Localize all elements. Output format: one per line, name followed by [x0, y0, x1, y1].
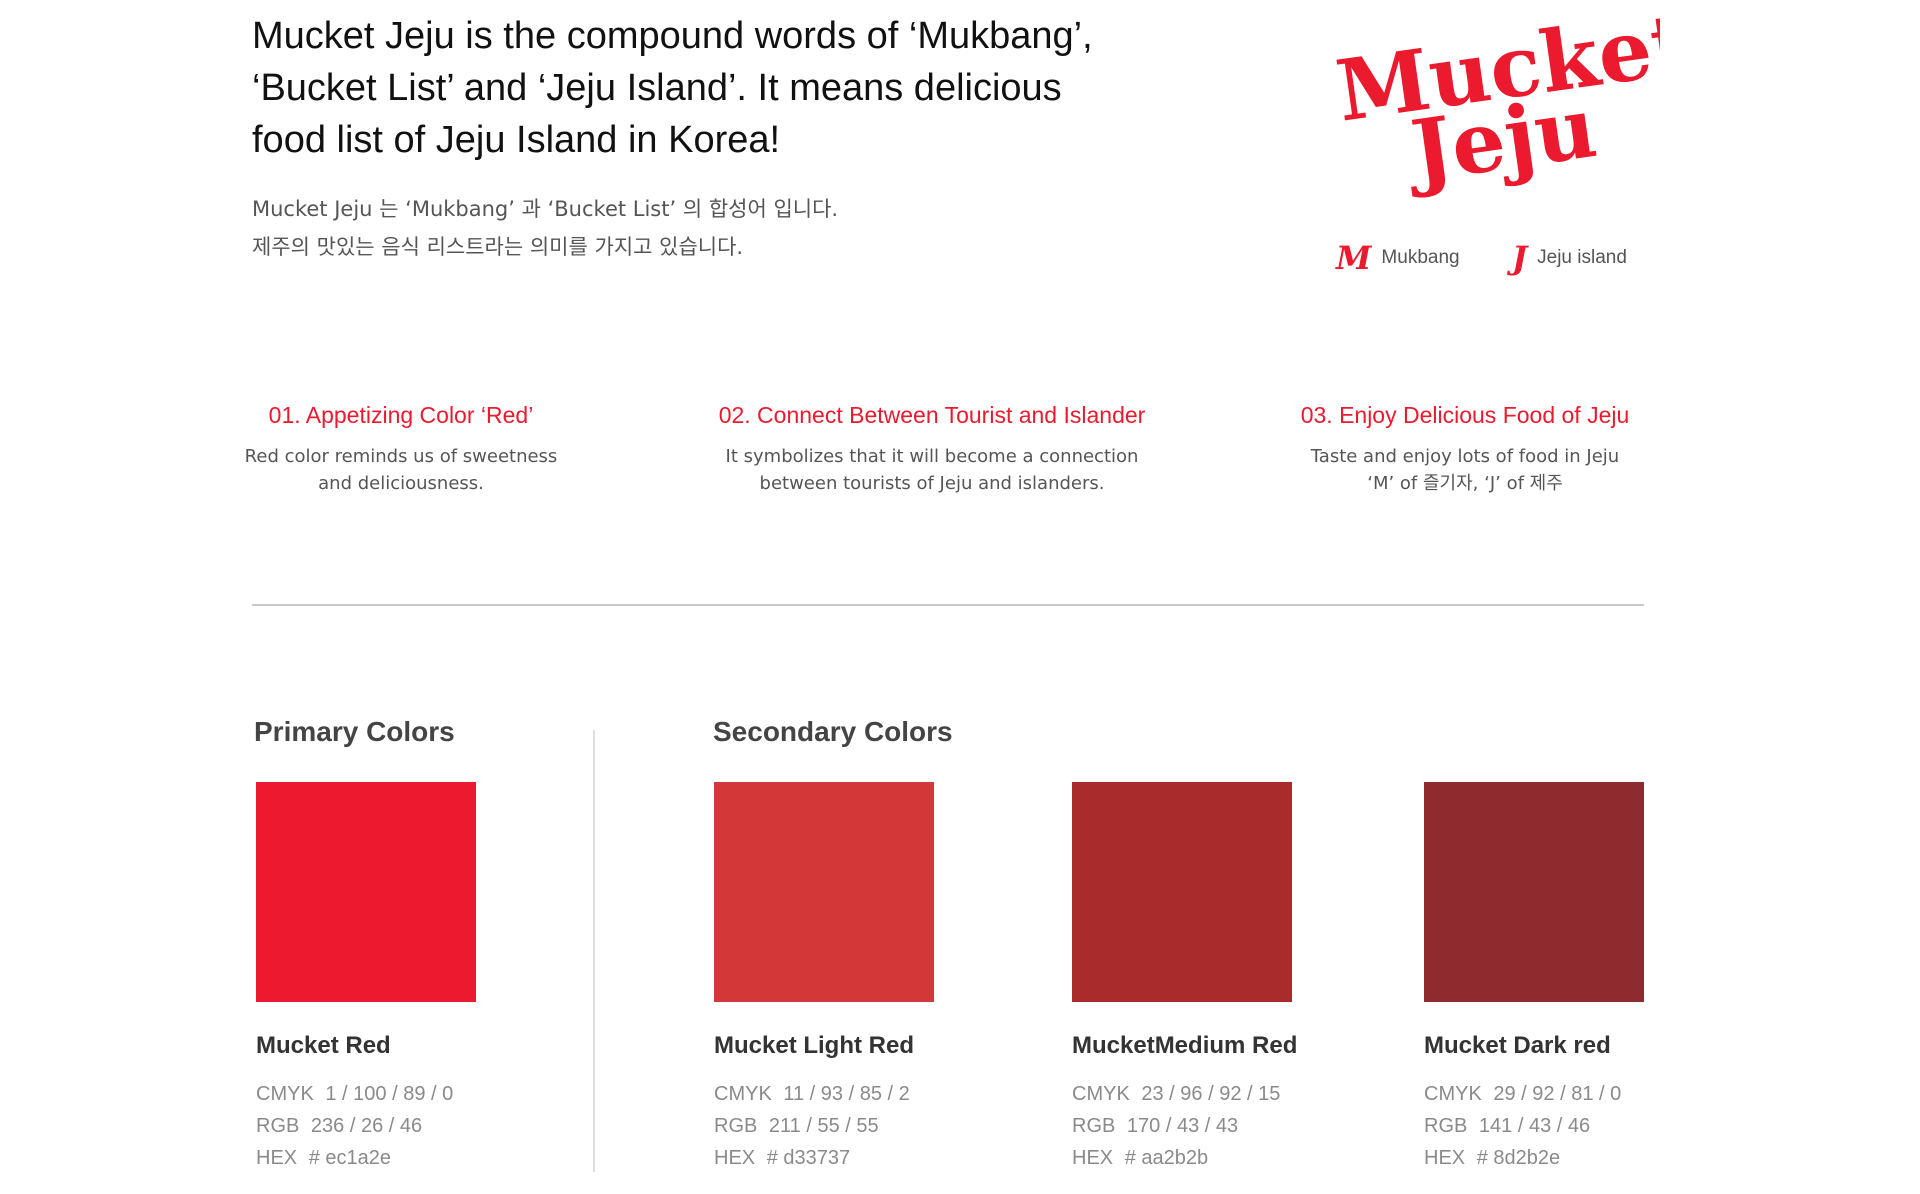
headline: Mucket Jeju is the compound words of ‘Mu…: [252, 10, 1152, 166]
cmyk-value: 29 / 92 / 81 / 0: [1493, 1083, 1622, 1105]
mucket-jeju-logo: Mucket Jeju: [1330, 0, 1660, 202]
rgb-value: 236 / 26 / 46: [310, 1115, 423, 1137]
headline-line: Mucket Jeju is the compound words of ‘Mu…: [252, 15, 1093, 57]
hex-value: # d33737: [766, 1147, 851, 1169]
korean-line: 제주의 맛있는 음식 리스트라는 의미를 가지고 있습니다.: [252, 235, 744, 259]
cmyk-label: CMYK: [256, 1083, 314, 1105]
color-values: CMYK 29 / 92 / 81 / 0 RGB 141 / 43 / 46 …: [1424, 1078, 1644, 1174]
feature-desc-line: It symbolizes that it will become a conn…: [725, 446, 1139, 467]
feature-3: 03. Enjoy Delicious Food of Jeju Taste a…: [1185, 402, 1745, 497]
rgb-value: 170 / 43 / 43: [1126, 1115, 1239, 1137]
hex-label: HEX: [256, 1147, 298, 1169]
color-name: Mucket Dark red: [1424, 1032, 1611, 1059]
color-card-dark-red: Mucket Dark red CMYK 29 / 92 / 81 / 0 RG…: [1424, 782, 1644, 1174]
rgb-label: RGB: [714, 1115, 758, 1137]
hex-label: HEX: [1072, 1147, 1114, 1169]
color-swatch: [256, 782, 476, 1002]
hex-value: # 8d2b2e: [1476, 1147, 1561, 1169]
hex-label: HEX: [1424, 1147, 1466, 1169]
cmyk-label: CMYK: [714, 1083, 772, 1105]
rgb-label: RGB: [1072, 1115, 1116, 1137]
feature-title: 02. Connect Between Tourist and Islander: [718, 402, 1146, 428]
secondary-colors-title: Secondary Colors: [713, 716, 953, 747]
divider-rule: [252, 604, 1644, 606]
color-name: MucketMedium Red: [1072, 1032, 1298, 1059]
hex-label: HEX: [714, 1147, 756, 1169]
feature-desc-line: Taste and enjoy lots of food in Jeju: [1310, 446, 1620, 467]
feature-2: 02. Connect Between Tourist and Islander…: [652, 402, 1212, 497]
color-values: CMYK 1 / 100 / 89 / 0 RGB 236 / 26 / 46 …: [256, 1078, 476, 1174]
feature-desc: Red color reminds us of sweetness and de…: [121, 443, 681, 497]
cmyk-label: CMYK: [1072, 1083, 1130, 1105]
rgb-label: RGB: [256, 1115, 300, 1137]
cmyk-label: CMYK: [1424, 1083, 1482, 1105]
m-letter-icon: M: [1336, 239, 1372, 277]
color-swatch: [1424, 782, 1644, 1002]
color-card-light-red: Mucket Light Red CMYK 11 / 93 / 85 / 2 R…: [714, 782, 934, 1174]
hex-value: # aa2b2b: [1124, 1147, 1209, 1169]
rgb-value: 211 / 55 / 55: [768, 1115, 879, 1137]
color-card-medium-red: MucketMedium Red CMYK 23 / 96 / 92 / 15 …: [1072, 782, 1297, 1174]
rgb-label: RGB: [1424, 1115, 1468, 1137]
feature-desc-line: and deliciousness.: [318, 473, 484, 494]
cmyk-value: 11 / 93 / 85 / 2: [783, 1083, 910, 1105]
feature-desc: Taste and enjoy lots of food in Jeju ‘M’…: [1185, 443, 1745, 497]
hex-value: # ec1a2e: [308, 1147, 391, 1169]
color-values: CMYK 11 / 93 / 85 / 2 RGB 211 / 55 / 55 …: [714, 1078, 934, 1174]
feature-desc: It symbolizes that it will become a conn…: [652, 443, 1212, 497]
legend-label: Jeju island: [1537, 247, 1627, 268]
color-card-mucket-red: Mucket Red CMYK 1 / 100 / 89 / 0 RGB 236…: [256, 782, 476, 1174]
feature-desc-line: between tourists of Jeju and islanders.: [759, 473, 1105, 494]
feature-title: 03. Enjoy Delicious Food of Jeju: [1300, 402, 1630, 428]
color-name: Mucket Light Red: [714, 1032, 915, 1059]
cmyk-value: 1 / 100 / 89 / 0: [325, 1083, 454, 1105]
legend-mukbang: M Mukbang: [1336, 242, 1460, 274]
color-name: Mucket Red: [256, 1032, 391, 1059]
korean-line: Mucket Jeju 는 ‘Mukbang’ 과 ‘Bucket List’ …: [252, 197, 839, 221]
legend-label: Mukbang: [1381, 247, 1460, 268]
color-values: CMYK 23 / 96 / 92 / 15 RGB 170 / 43 / 43…: [1072, 1078, 1297, 1174]
feature-desc-line: ‘M’ of 즐기자, ‘J’ of 제주: [1367, 473, 1563, 494]
color-swatch: [1072, 782, 1292, 1002]
primary-colors-title: Primary Colors: [254, 716, 455, 747]
feature-title: 01. Appetizing Color ‘Red’: [268, 402, 534, 428]
feature-1: 01. Appetizing Color ‘Red’ Red color rem…: [121, 402, 681, 497]
cmyk-value: 23 / 96 / 92 / 15: [1141, 1083, 1281, 1105]
section-divider: [593, 730, 595, 1172]
rgb-value: 141 / 43 / 46: [1478, 1115, 1591, 1137]
j-letter-icon: J: [1512, 239, 1528, 277]
headline-line: food list of Jeju Island in Korea!: [252, 119, 781, 161]
color-swatch: [714, 782, 934, 1002]
headline-line: ‘Bucket List’ and ‘Jeju Island’. It mean…: [252, 67, 1062, 109]
feature-desc-line: Red color reminds us of sweetness: [244, 446, 558, 467]
legend-jeju: J Jeju island: [1512, 242, 1627, 274]
korean-description: Mucket Jeju 는 ‘Mukbang’ 과 ‘Bucket List’ …: [252, 190, 838, 266]
